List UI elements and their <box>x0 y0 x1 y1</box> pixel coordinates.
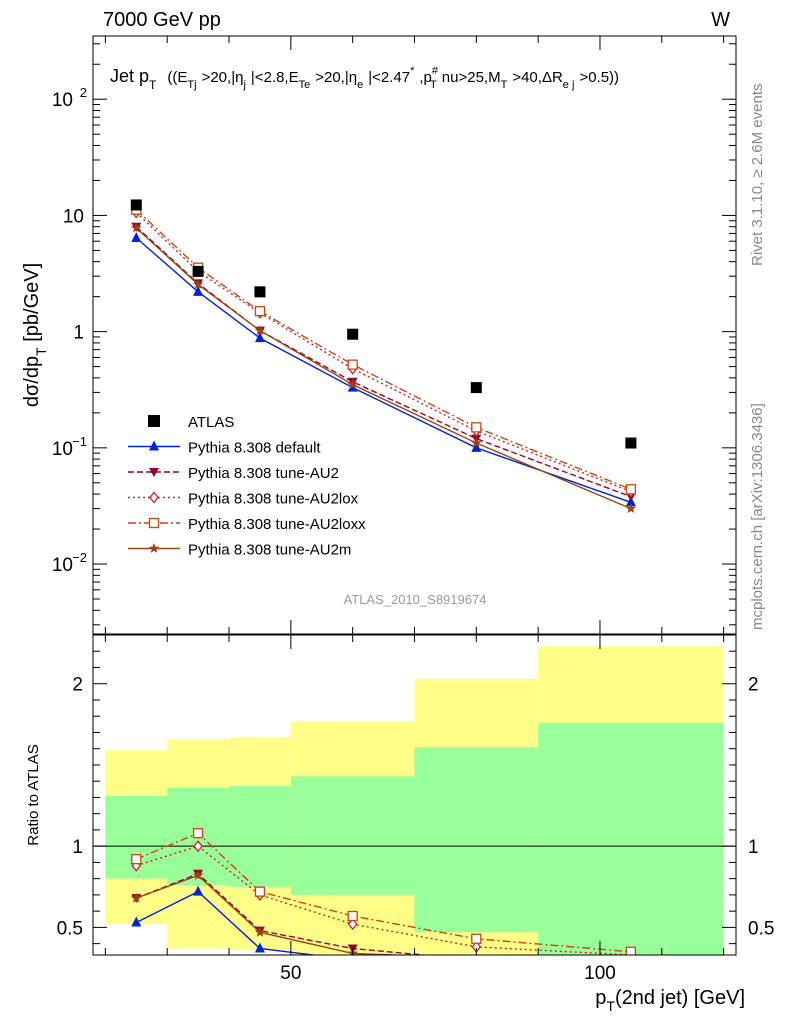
series-marker <box>471 437 482 448</box>
x-tick-label: 100 <box>584 963 616 984</box>
top-ylabel: dσ/dpT [pb/GeV] <box>21 263 49 407</box>
header-right: W <box>711 9 730 31</box>
series-marker <box>471 422 482 433</box>
y-tick-label-exponent: −2 <box>72 550 87 565</box>
ratio-series-marker <box>471 960 481 970</box>
series-marker <box>254 306 266 317</box>
legend-marker <box>148 415 160 427</box>
legend-label: Pythia 8.308 default <box>188 440 321 457</box>
series-marker <box>131 231 142 242</box>
series-marker <box>471 441 482 452</box>
ratio-series-marker <box>254 886 266 897</box>
series-marker <box>347 359 358 370</box>
atlas-data-point <box>254 286 266 298</box>
ratio-series-marker <box>193 840 203 853</box>
series-marker <box>193 285 204 296</box>
legend-marker <box>149 468 159 477</box>
ratio-series-marker <box>347 918 358 931</box>
series-marker <box>625 503 637 513</box>
series-marker <box>625 484 637 495</box>
ratio-series-line <box>136 872 431 955</box>
ratio-green-band <box>229 786 291 887</box>
series-marker <box>254 325 266 336</box>
mcplots-label: mcplots.cern.ch [arXiv:1306.3436] <box>749 403 766 630</box>
ratio-series-marker <box>192 828 204 839</box>
series-marker <box>347 379 358 390</box>
ratio-series-marker <box>471 933 482 944</box>
legend-marker <box>148 517 160 529</box>
ratio-series-marker <box>131 916 142 927</box>
ratio-series-line <box>135 890 319 955</box>
ratio-ylabel: Ratio to ATLAS <box>25 744 42 845</box>
ratio-series-marker <box>626 956 636 965</box>
y-tick-label: 10 <box>52 439 73 460</box>
bottom-axes: 0.5 0.5 1 1 2 2 50 100 <box>57 635 774 984</box>
series-marker <box>254 332 265 343</box>
series-line <box>135 209 632 490</box>
atlas-data-point <box>130 199 142 211</box>
ratio-y-tick-label: 2 <box>72 675 83 696</box>
series-line <box>135 211 632 493</box>
ratio-series-marker <box>347 910 358 922</box>
ratio-series-line <box>136 832 631 953</box>
chart-title: Jet pT ((ETj >20,|ηj |<2.8,ETe >20,|ηe |… <box>110 58 619 93</box>
ratio-y-tick-label: 0.5 <box>748 918 774 939</box>
legend-label: Pythia 8.308 tune-AU2m <box>188 542 351 559</box>
series-line <box>135 237 632 503</box>
legend-marker <box>149 491 159 504</box>
top-series-layer <box>130 199 637 513</box>
ratio-series-marker <box>254 942 265 953</box>
series-line <box>135 227 632 510</box>
ratio-y-tick-label: 1 <box>72 837 83 858</box>
y-tick-label: 10 <box>52 555 73 576</box>
ratio-series-marker <box>131 892 142 903</box>
legend-label: Pythia 8.308 tune-AU2loxx <box>188 516 366 533</box>
ratio-green-band <box>290 776 415 895</box>
legend-label: ATLAS <box>188 414 234 431</box>
ratio-series-marker <box>471 956 481 965</box>
y-tick-label: 1 <box>73 323 84 344</box>
legend-label: Pythia 8.308 tune-AU2 <box>188 465 339 482</box>
ratio-band-layer <box>93 646 736 955</box>
ratio-y-tick-label: 2 <box>748 675 759 696</box>
x-axis-label: pT(2nd jet) [GeV] <box>595 987 745 1014</box>
ratio-series-marker <box>625 946 637 955</box>
legend: ATLAS Pythia 8.308 default Pythia 8.308 tu… <box>128 414 366 559</box>
ratio-y-tick-label: 0.5 <box>57 918 83 939</box>
y-tick-label-exponent: 2 <box>80 85 87 100</box>
legend-label: Pythia 8.308 tune-AU2lox <box>188 491 359 508</box>
ratio-series-marker <box>192 869 204 880</box>
ratio-series-marker <box>193 885 204 896</box>
y-tick-label: 10 <box>52 90 73 111</box>
ratio-series-marker <box>626 959 636 969</box>
atlas-data-point <box>192 265 204 277</box>
ratio-series-marker <box>131 854 142 865</box>
series-marker <box>131 222 142 233</box>
legend-marker <box>149 440 159 451</box>
analysis-watermark: ATLAS_2010_S8919674 <box>344 592 487 607</box>
x-tick-label: 50 <box>280 963 301 984</box>
header-left: 7000 GeV pp <box>103 9 221 31</box>
y-tick-label: 10 <box>63 206 84 227</box>
ratio-series-marker <box>626 959 636 969</box>
y-tick-label-exponent: −1 <box>72 434 87 449</box>
ratio-series-layer <box>131 828 637 970</box>
legend-marker <box>148 543 160 553</box>
series-marker <box>192 278 204 289</box>
atlas-data-point <box>625 437 637 449</box>
atlas-data-point <box>347 328 359 340</box>
ratio-green-band <box>414 747 539 933</box>
ratio-green-band <box>538 722 724 955</box>
atlas-data-point <box>470 382 482 394</box>
ratio-y-tick-label: 1 <box>748 837 759 858</box>
rivet-label: Rivet 3.1.10, ≥ 2.6M events <box>749 84 766 267</box>
ratio-series-marker <box>254 926 266 937</box>
ratio-series-line <box>136 874 412 955</box>
